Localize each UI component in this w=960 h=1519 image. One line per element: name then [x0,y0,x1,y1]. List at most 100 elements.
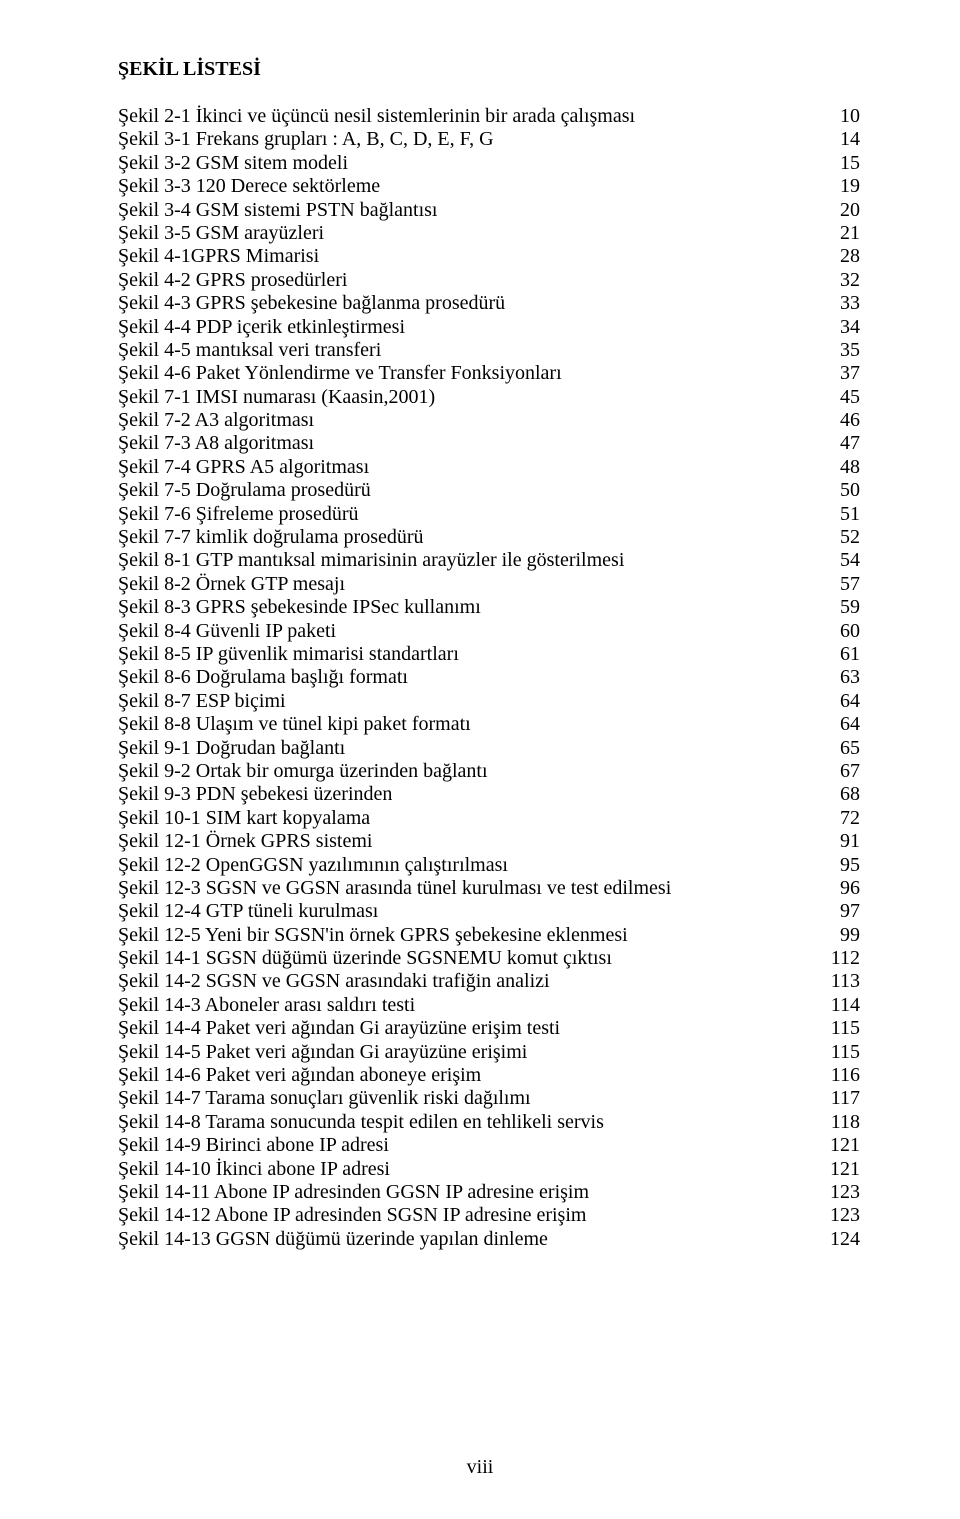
toc-entry-page: 95 [840,854,860,877]
toc-entry-label: Şekil 7-5 Doğrulama prosedürü [118,479,371,502]
toc-entry-page: 72 [840,807,860,830]
toc-entry-page: 14 [840,128,860,151]
toc-entry-label: Şekil 12-4 GTP tüneli kurulması [118,900,378,923]
toc-entry-page: 33 [840,292,860,315]
toc-entry-label: Şekil 14-13 GGSN düğümü üzerinde yapılan… [118,1228,548,1251]
figures-toc-list: Şekil 2-1 İkinci ve üçüncü nesil sisteml… [118,105,860,1251]
toc-entry-page: 99 [840,924,860,947]
toc-entry-label: Şekil 8-2 Örnek GTP mesajı [118,573,345,596]
toc-entry-page: 123 [830,1204,860,1227]
toc-entry-page: 10 [840,105,860,128]
toc-entry-label: Şekil 7-7 kimlik doğrulama prosedürü [118,526,424,549]
toc-row: Şekil 7-2 A3 algoritması 46 [118,409,860,432]
toc-entry-page: 97 [840,900,860,923]
toc-entry-page: 46 [840,409,860,432]
toc-entry-page: 113 [831,970,860,993]
toc-row: Şekil 4-1GPRS Mimarisi28 [118,245,860,268]
toc-row: Şekil 3-1 Frekans grupları : A, B, C, D,… [118,128,860,151]
toc-row: Şekil 14-7 Tarama sonuçları güvenlik ris… [118,1087,860,1110]
toc-entry-label: Şekil 14-8 Tarama sonucunda tespit edile… [118,1111,604,1134]
toc-row: Şekil 4-4 PDP içerik etkinleştirmesi34 [118,316,860,339]
toc-entry-page: 91 [840,830,860,853]
toc-entry-label: Şekil 14-4 Paket veri ağından Gi arayüzü… [118,1017,560,1040]
toc-row: Şekil 14-8 Tarama sonucunda tespit edile… [118,1111,860,1134]
toc-entry-page: 63 [840,666,860,689]
toc-entry-label: Şekil 14-7 Tarama sonuçları güvenlik ris… [118,1087,531,1110]
toc-row: Şekil 3-2 GSM sitem modeli15 [118,152,860,175]
toc-entry-page: 118 [831,1111,860,1134]
toc-entry-label: Şekil 8-4 Güvenli IP paketi [118,620,336,643]
toc-row: Şekil 4-3 GPRS şebekesine bağlanma prose… [118,292,860,315]
toc-entry-label: Şekil 14-5 Paket veri ağından Gi arayüzü… [118,1041,527,1064]
toc-row: Şekil 10-1 SIM kart kopyalama72 [118,807,860,830]
toc-row: Şekil 4-2 GPRS prosedürleri32 [118,269,860,292]
toc-entry-page: 21 [840,222,860,245]
toc-entry-label: Şekil 8-6 Doğrulama başlığı formatı [118,666,408,689]
toc-entry-page: 52 [840,526,860,549]
toc-entry-page: 115 [831,1017,860,1040]
toc-row: Şekil 9-2 Ortak bir omurga üzerinden bağ… [118,760,860,783]
toc-entry-page: 60 [840,620,860,643]
toc-entry-label: Şekil 4-3 GPRS şebekesine bağlanma prose… [118,292,505,315]
toc-entry-page: 32 [840,269,860,292]
toc-entry-page: 124 [830,1228,860,1251]
toc-entry-page: 121 [830,1158,860,1181]
toc-entry-page: 114 [831,994,860,1017]
toc-entry-label: Şekil 4-6 Paket Yönlendirme ve Transfer … [118,362,562,385]
toc-entry-label: Şekil 7-1 IMSI numarası (Kaasin,2001) [118,386,435,409]
toc-entry-label: Şekil 12-3 SGSN ve GGSN arasında tünel k… [118,877,671,900]
toc-row: Şekil 3-3 120 Derece sektörleme 19 [118,175,860,198]
toc-entry-page: 61 [840,643,860,666]
toc-entry-page: 19 [840,175,860,198]
toc-entry-page: 47 [840,432,860,455]
toc-entry-label: Şekil 7-2 A3 algoritması [118,409,314,432]
toc-entry-label: Şekil 14-12 Abone IP adresinden SGSN IP … [118,1204,586,1227]
toc-entry-page: 35 [840,339,860,362]
list-of-figures-heading: ŞEKİL LİSTESİ [118,58,860,81]
page-number: viii [0,1456,960,1479]
toc-row: Şekil 9-1 Doğrudan bağlantı65 [118,737,860,760]
toc-entry-label: Şekil 8-7 ESP biçimi [118,690,286,713]
toc-entry-label: Şekil 12-2 OpenGGSN yazılımının çalıştır… [118,854,508,877]
toc-row: Şekil 7-3 A8 algoritması47 [118,432,860,455]
toc-row: Şekil 8-7 ESP biçimi 64 [118,690,860,713]
toc-entry-page: 57 [840,573,860,596]
toc-row: Şekil 8-1 GTP mantıksal mimarisinin aray… [118,549,860,572]
toc-entry-label: Şekil 9-3 PDN şebekesi üzerinden [118,783,392,806]
toc-row: Şekil 4-6 Paket Yönlendirme ve Transfer … [118,362,860,385]
toc-entry-page: 64 [840,713,860,736]
toc-entry-label: Şekil 14-6 Paket veri ağından aboneye er… [118,1064,481,1087]
toc-entry-label: Şekil 2-1 İkinci ve üçüncü nesil sisteml… [118,105,635,128]
toc-entry-page: 117 [831,1087,860,1110]
toc-entry-page: 65 [840,737,860,760]
toc-row: Şekil 14-5 Paket veri ağından Gi arayüzü… [118,1041,860,1064]
toc-row: Şekil 14-10 İkinci abone IP adresi121 [118,1158,860,1181]
toc-entry-page: 115 [831,1041,860,1064]
toc-entry-label: Şekil 3-1 Frekans grupları : A, B, C, D,… [118,128,494,151]
toc-entry-label: Şekil 7-6 Şifreleme prosedürü [118,503,359,526]
toc-entry-label: Şekil 3-2 GSM sitem modeli [118,152,348,175]
toc-entry-label: Şekil 8-5 IP güvenlik mimarisi standartl… [118,643,459,666]
toc-entry-label: Şekil 3-3 120 Derece sektörleme [118,175,380,198]
toc-entry-page: 64 [840,690,860,713]
toc-row: Şekil 8-8 Ulaşım ve tünel kipi paket for… [118,713,860,736]
toc-entry-page: 96 [840,877,860,900]
toc-entry-label: Şekil 8-1 GTP mantıksal mimarisinin aray… [118,549,624,572]
toc-entry-label: Şekil 4-5 mantıksal veri transferi [118,339,381,362]
toc-entry-label: Şekil 14-3 Aboneler arası saldırı testi [118,994,415,1017]
toc-entry-page: 20 [840,199,860,222]
toc-row: Şekil 7-1 IMSI numarası (Kaasin,2001) 45 [118,386,860,409]
toc-row: Şekil 14-12 Abone IP adresinden SGSN IP … [118,1204,860,1227]
toc-row: Şekil 14-1 SGSN düğümü üzerinde SGSNEMU … [118,947,860,970]
toc-row: Şekil 4-5 mantıksal veri transferi 35 [118,339,860,362]
toc-entry-label: Şekil 14-9 Birinci abone IP adresi [118,1134,389,1157]
toc-entry-page: 121 [830,1134,860,1157]
toc-entry-page: 28 [840,245,860,268]
toc-entry-label: Şekil 4-4 PDP içerik etkinleştirmesi [118,316,405,339]
toc-entry-label: Şekil 12-1 Örnek GPRS sistemi [118,830,372,853]
toc-row: Şekil 14-2 SGSN ve GGSN arasındaki trafi… [118,970,860,993]
toc-row: Şekil 3-5 GSM arayüzleri21 [118,222,860,245]
toc-row: Şekil 8-6 Doğrulama başlığı formatı 63 [118,666,860,689]
toc-row: Şekil 8-3 GPRS şebekesinde IPSec kullanı… [118,596,860,619]
toc-entry-page: 45 [840,386,860,409]
